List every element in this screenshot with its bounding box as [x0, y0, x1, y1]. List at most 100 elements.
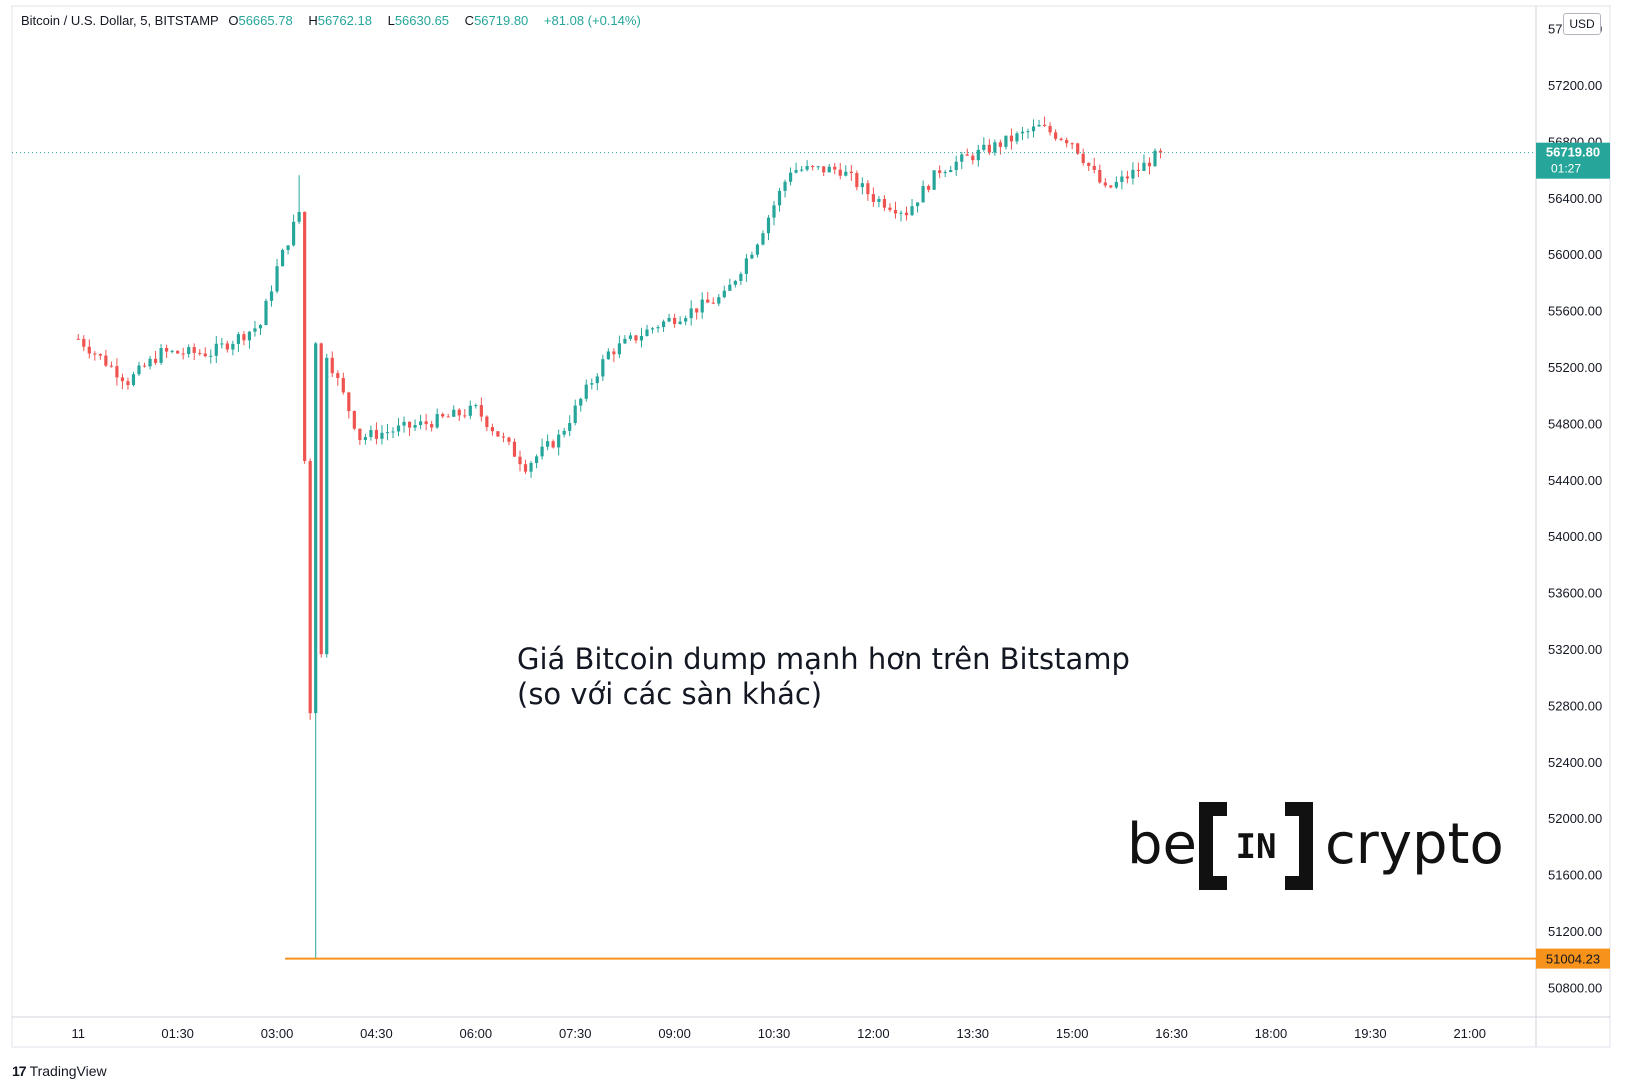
candle-body[interactable] [275, 266, 279, 292]
candle-body[interactable] [755, 244, 760, 255]
candle-body[interactable] [1109, 185, 1113, 188]
candle-body[interactable] [827, 166, 831, 173]
candle-body[interactable] [120, 377, 125, 382]
candle-body[interactable] [1042, 124, 1047, 126]
candle-body[interactable] [468, 405, 472, 416]
candle-body[interactable] [303, 211, 307, 461]
candle-body[interactable] [860, 183, 864, 188]
candle-body[interactable] [485, 416, 489, 428]
candle-body[interactable] [314, 343, 318, 714]
candle-body[interactable] [617, 343, 621, 355]
candle-body[interactable] [849, 171, 853, 174]
candle-body[interactable] [220, 343, 224, 345]
candle-body[interactable] [816, 166, 820, 168]
candle-body[interactable] [645, 329, 649, 337]
candle-body[interactable] [181, 353, 185, 355]
candle-body[interactable] [700, 299, 704, 313]
candle-body[interactable] [142, 365, 147, 367]
candle-body[interactable] [706, 299, 710, 303]
candle-body[interactable] [292, 221, 296, 246]
candle-body[interactable] [253, 328, 257, 332]
candle-body[interactable] [711, 302, 715, 304]
candle-body[interactable] [1031, 126, 1036, 132]
candle-body[interactable] [938, 170, 942, 174]
candle-body[interactable] [579, 398, 583, 406]
candle-body[interactable] [639, 336, 644, 341]
candle-body[interactable] [247, 331, 252, 341]
candle-body[interactable] [805, 166, 809, 170]
candle-body[interactable] [214, 343, 218, 356]
candle-body[interactable] [380, 432, 384, 439]
candle-body[interactable] [325, 357, 329, 655]
candle-body[interactable] [330, 357, 334, 374]
candle-body[interactable] [855, 173, 859, 188]
candle-body[interactable] [982, 144, 986, 150]
candle-body[interactable] [319, 343, 323, 655]
candle-body[interactable] [960, 154, 964, 162]
candle-body[interactable] [1081, 153, 1085, 163]
candle-body[interactable] [512, 441, 517, 457]
candle-body[interactable] [374, 429, 379, 439]
candle-body[interactable] [98, 354, 102, 356]
candle-body[interactable] [165, 347, 169, 352]
candle-body[interactable] [623, 338, 627, 344]
candle-body[interactable] [1009, 135, 1014, 142]
candle-body[interactable] [501, 436, 506, 438]
candle-body[interactable] [369, 429, 373, 438]
candle-body[interactable] [882, 198, 887, 208]
candle-body[interactable] [667, 317, 671, 322]
candle-body[interactable] [308, 460, 312, 714]
candle-body[interactable] [446, 416, 450, 418]
candle-body[interactable] [971, 155, 975, 161]
candle-body[interactable] [109, 365, 113, 367]
candle-body[interactable] [728, 284, 732, 291]
candle-body[interactable] [1070, 143, 1074, 145]
candle-body[interactable] [722, 290, 726, 298]
candle-body[interactable] [800, 169, 804, 171]
candle-body[interactable] [148, 358, 152, 367]
candle-body[interactable] [1065, 139, 1069, 144]
candle-body[interactable] [242, 334, 246, 341]
candle-body[interactable] [523, 464, 528, 472]
candle-body[interactable] [153, 358, 158, 363]
candle-body[interactable] [1059, 138, 1063, 140]
tradingview-label[interactable]: TradingView [29, 1063, 107, 1079]
candle-body[interactable] [424, 421, 428, 425]
candle-body[interactable] [777, 190, 782, 206]
candle-body[interactable] [893, 210, 898, 214]
candle-body[interactable] [601, 359, 605, 377]
candle-body[interactable] [606, 351, 610, 360]
candle-body[interactable] [1054, 132, 1058, 139]
candle-body[interactable] [844, 171, 848, 176]
candle-body[interactable] [998, 142, 1002, 147]
candle-body[interactable] [904, 212, 909, 216]
candle-body[interactable] [689, 308, 693, 319]
candle-body[interactable] [1125, 176, 1129, 179]
candle-body[interactable] [518, 456, 522, 465]
candle-body[interactable] [297, 211, 301, 222]
candle-body[interactable] [76, 338, 80, 340]
candle-body[interactable] [551, 441, 555, 448]
candle-body[interactable] [286, 245, 290, 250]
candle-body[interactable] [258, 325, 263, 329]
candle-body[interactable] [1037, 124, 1041, 127]
candle-body[interactable] [1147, 162, 1152, 167]
candle-body[interactable] [1076, 143, 1080, 154]
candle-body[interactable] [1114, 181, 1118, 188]
candle-body[interactable] [463, 415, 467, 417]
candle-body[interactable] [717, 297, 721, 304]
candle-body[interactable] [1136, 169, 1141, 171]
candle-body[interactable] [684, 318, 688, 322]
candle-body[interactable] [568, 422, 572, 431]
candle-body[interactable] [1158, 150, 1163, 153]
candle-body[interactable] [833, 166, 837, 170]
candle-body[interactable] [910, 206, 914, 216]
candle-body[interactable] [927, 186, 931, 190]
candle-body[interactable] [176, 350, 180, 354]
candle-body[interactable] [1098, 169, 1102, 183]
candle-body[interactable] [269, 291, 274, 301]
tradingview-logo-icon[interactable]: 17 [12, 1063, 27, 1079]
candle-body[interactable] [1004, 135, 1008, 147]
candle-body[interactable] [507, 437, 511, 442]
